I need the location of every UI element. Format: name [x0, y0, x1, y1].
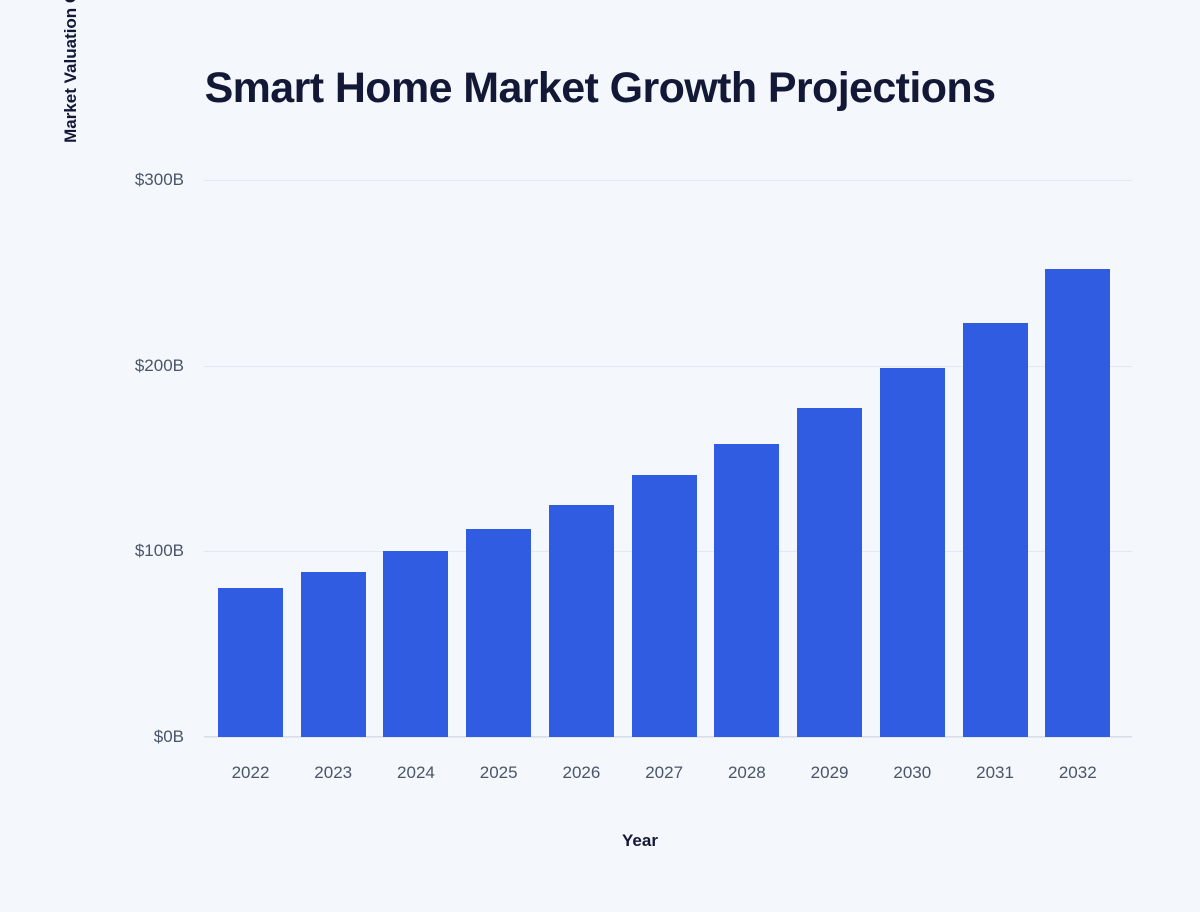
y-axis-tick-label: $200B: [134, 355, 184, 375]
page-title: Smart Home Market Growth Projections: [204, 64, 996, 112]
x-axis-tick-label: 2028: [727, 763, 766, 782]
x-axis-title: Year: [622, 831, 658, 850]
x-axis-tick-label: 2029: [810, 763, 849, 782]
bar[interactable]: [631, 475, 697, 737]
x-axis-tick-label: 2026: [562, 763, 601, 782]
bar[interactable]: [548, 504, 614, 737]
x-axis-tick-label: 2031: [976, 763, 1014, 782]
gridline: [204, 365, 1132, 367]
gridline: [204, 737, 1132, 738]
x-axis-tick-label: 2025: [479, 763, 518, 782]
y-axis-tick-label: $100B: [134, 541, 184, 561]
bar[interactable]: [383, 551, 449, 737]
y-axis-tick-label: $300B: [134, 170, 184, 189]
bar[interactable]: [962, 322, 1028, 737]
x-axis-tick-label: 2022: [231, 763, 270, 782]
x-axis-tick-label: 2024: [397, 763, 435, 782]
bar[interactable]: [466, 529, 532, 737]
bar[interactable]: [1045, 269, 1111, 737]
x-axis-tick-label: 2032: [1058, 763, 1097, 782]
x-axis-tick-label: 2027: [645, 763, 684, 782]
y-axis-tick-label: $0B: [153, 727, 184, 746]
bar[interactable]: [218, 588, 283, 737]
bar[interactable]: [879, 367, 945, 737]
x-axis-tick-label: 2023: [314, 763, 353, 782]
bar[interactable]: [300, 571, 366, 737]
bar[interactable]: [714, 443, 780, 737]
plot-area: [204, 180, 1132, 738]
bar[interactable]: [797, 408, 863, 737]
gridline: [204, 180, 1132, 181]
bars-layer: [204, 180, 1132, 737]
x-axis-tick-label: 2030: [893, 763, 932, 782]
